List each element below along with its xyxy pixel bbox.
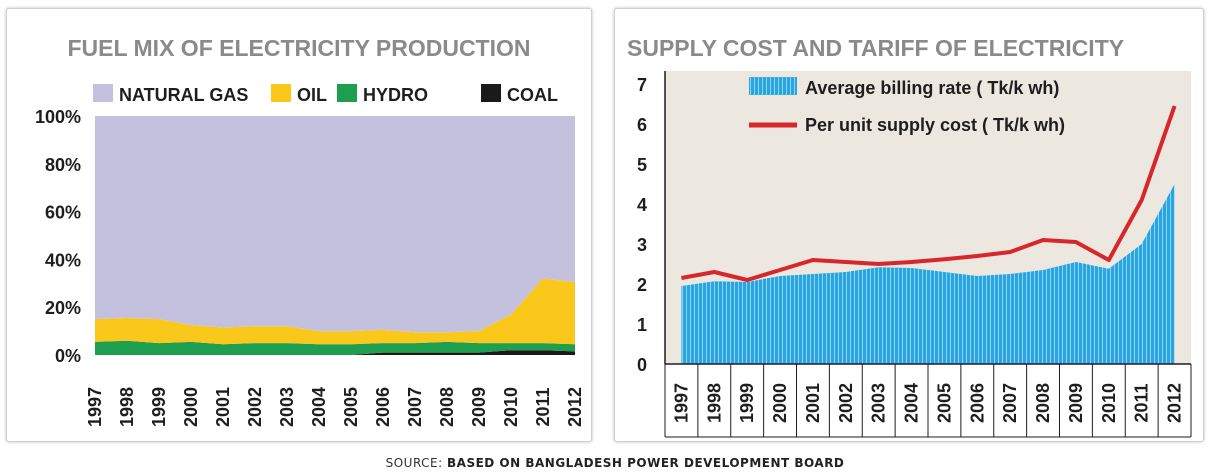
x-tick-label: 2004 — [902, 383, 922, 423]
x-tick-label: 2007 — [405, 387, 425, 427]
y-tick-label: 80% — [45, 155, 81, 175]
x-tick-label: 1997 — [671, 383, 691, 423]
y-tick-label: 20% — [45, 298, 81, 318]
fuel-mix-chart-panel: FUEL MIX OF ELECTRICITY PRODUCTION NATURA… — [6, 8, 592, 442]
fuel-mix-chart: FUEL MIX OF ELECTRICITY PRODUCTION NATURA… — [35, 35, 585, 427]
area-oil — [95, 278, 575, 345]
x-tick-label: 2012 — [565, 387, 585, 427]
x-tick-label: 2003 — [277, 387, 297, 427]
chart-title: FUEL MIX OF ELECTRICITY PRODUCTION — [68, 35, 531, 61]
legend-label-coal: COAL — [507, 85, 558, 105]
supply-cost-chart-panel: SUPPLY COST AND TARIFF OF ELECTRICITY Ave… — [614, 8, 1204, 442]
legend-label-average-billing-rate: Average billing rate ( Tk/k wh) — [805, 78, 1059, 98]
y-tick-label: 7 — [637, 75, 647, 95]
y-tick-label: 60% — [45, 203, 81, 223]
legend-swatch-hydro — [337, 84, 357, 102]
x-tick-label: 1998 — [704, 383, 724, 423]
x-tick-label: 2003 — [869, 383, 889, 423]
x-tick-label: 2000 — [770, 383, 790, 423]
chart-title: SUPPLY COST AND TARIFF OF ELECTRICITY — [627, 35, 1124, 61]
x-tick-label: 2009 — [469, 387, 489, 427]
x-tick-label: 2008 — [1033, 383, 1053, 423]
x-tick-label: 2001 — [803, 383, 823, 423]
x-tick-label: 1999 — [737, 383, 757, 423]
legend-swatch-oil — [271, 84, 291, 102]
x-tick-label: 2006 — [967, 383, 987, 423]
y-tick-label: 5 — [637, 155, 647, 175]
x-tick-label: 2001 — [213, 387, 233, 427]
x-tick-label: 2005 — [934, 383, 954, 423]
x-tick-label: 2006 — [373, 387, 393, 427]
y-tick-label: 4 — [637, 195, 647, 215]
y-tick-label: 100% — [35, 107, 81, 127]
legend-label-oil: OIL — [297, 85, 327, 105]
area-coal — [95, 350, 575, 355]
y-tick-label: 40% — [45, 250, 81, 270]
source-text: BASED ON BANGLADESH POWER DEVELOPMENT BO… — [447, 456, 845, 470]
source-prefix: SOURCE: — [385, 456, 443, 470]
x-tick-label: 1997 — [85, 387, 105, 427]
area-hydro — [95, 340, 575, 355]
legend-label-natural-gas: NATURAL GAS — [119, 85, 248, 105]
legend-swatch-average-billing-rate — [749, 77, 797, 95]
legend-label-per-unit-supply-cost: Per unit supply cost ( Tk/k wh) — [805, 115, 1065, 135]
x-tick-label: 2004 — [309, 387, 329, 427]
x-tick-label: 1998 — [117, 387, 137, 427]
area-average-billing-rate — [681, 184, 1175, 364]
x-tick-label: 2010 — [1099, 383, 1119, 423]
y-tick-label: 3 — [637, 235, 647, 255]
x-tick-label: 1999 — [149, 387, 169, 427]
x-tick-label: 2002 — [836, 383, 856, 423]
x-tick-label: 2002 — [245, 387, 265, 427]
legend-label-hydro: HYDRO — [363, 85, 428, 105]
x-tick-label: 2000 — [181, 387, 201, 427]
supply-cost-chart: SUPPLY COST AND TARIFF OF ELECTRICITY Ave… — [627, 35, 1192, 438]
x-tick-label: 2009 — [1066, 383, 1086, 423]
y-tick-label: 1 — [637, 315, 647, 335]
legend-swatch-natural-gas — [93, 84, 113, 102]
x-tick-label: 2012 — [1165, 383, 1185, 423]
x-tick-label: 2008 — [437, 387, 457, 427]
line-per-unit-supply-cost — [681, 105, 1177, 282]
y-tick-label: 2 — [637, 275, 647, 295]
y-tick-label: 0% — [55, 346, 81, 366]
x-tick-label: 2005 — [341, 387, 361, 427]
x-tick-label: 2007 — [1000, 383, 1020, 423]
area-natural-gas — [95, 116, 575, 333]
y-tick-label: 6 — [637, 115, 647, 135]
legend-swatch-coal — [481, 84, 501, 102]
y-tick-label: 0 — [637, 355, 647, 375]
source-note: SOURCE: BASED ON BANGLADESH POWER DEVELO… — [0, 456, 1230, 470]
x-tick-label: 2011 — [533, 387, 553, 426]
x-tick-label: 2010 — [501, 387, 521, 427]
x-tick-label: 2011 — [1132, 383, 1152, 422]
